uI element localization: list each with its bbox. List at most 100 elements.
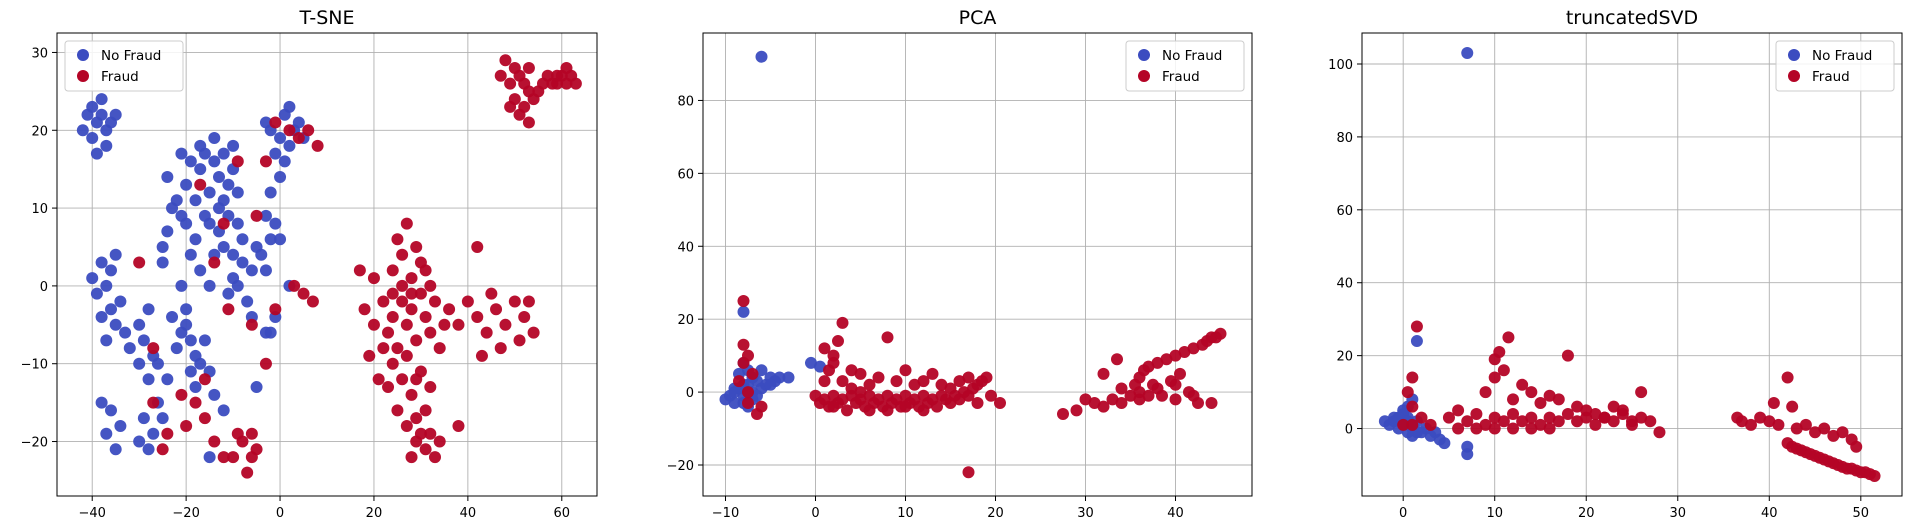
data-point (269, 303, 282, 316)
data-point (288, 279, 301, 292)
data-point (1786, 400, 1799, 413)
data-point (818, 375, 831, 388)
data-point (742, 397, 754, 410)
data-point (1070, 404, 1083, 417)
data-point (560, 62, 573, 75)
data-point (1626, 418, 1638, 431)
data-point (382, 326, 395, 339)
data-point (400, 419, 413, 432)
data-point (836, 375, 849, 388)
data-point (222, 303, 235, 316)
data-point (452, 318, 465, 331)
data-point (231, 217, 244, 230)
data-point (1187, 389, 1200, 402)
data-point (419, 311, 432, 324)
data-point (1488, 422, 1501, 435)
data-point (513, 334, 526, 347)
data-point (1111, 353, 1123, 366)
data-point (227, 139, 240, 152)
x-tick-label: 0 (1399, 506, 1407, 521)
data-point (184, 334, 197, 347)
data-point (175, 388, 188, 401)
data-point (424, 427, 437, 440)
legend-marker (77, 70, 89, 82)
data-point (90, 287, 103, 300)
y-tick-label: 20 (31, 124, 48, 139)
y-tick-label: 0 (40, 280, 48, 295)
data-point (222, 178, 235, 191)
data-point (737, 305, 750, 318)
data-point (953, 375, 966, 388)
data-point (255, 248, 268, 261)
data-point (899, 364, 912, 377)
data-point (818, 342, 831, 355)
data-point (86, 132, 99, 145)
data-point (250, 381, 263, 394)
data-point (269, 147, 282, 160)
series-fraud (133, 54, 582, 479)
data-point (161, 170, 174, 183)
data-point (386, 287, 399, 300)
data-point (95, 396, 108, 409)
data-point (863, 378, 876, 391)
data-point (203, 217, 216, 230)
y-tick-label: 80 (1336, 131, 1353, 146)
data-point (156, 443, 169, 456)
data-point (213, 170, 225, 183)
data-point (1406, 400, 1419, 413)
data-point (1571, 400, 1584, 413)
data-point (208, 155, 221, 168)
data-point (1525, 411, 1538, 424)
data-point (1772, 418, 1785, 431)
data-point (302, 124, 315, 137)
data-point (1827, 429, 1840, 442)
data-point (245, 264, 258, 277)
data-point (1410, 320, 1423, 333)
data-point (410, 240, 423, 253)
data-point (95, 93, 108, 106)
data-point (751, 389, 763, 402)
data-point (1607, 400, 1620, 413)
data-point (1493, 345, 1506, 358)
data-point (133, 256, 146, 269)
series-no-fraud (76, 93, 310, 464)
data-point (137, 334, 150, 347)
data-point (1461, 448, 1474, 461)
y-tick-label: 30 (31, 46, 48, 61)
data-point (184, 248, 197, 261)
data-point (508, 295, 521, 308)
data-point (1151, 382, 1164, 395)
data-point (1735, 415, 1748, 428)
data-point (410, 373, 423, 386)
data-point (841, 404, 853, 417)
data-point (433, 435, 446, 448)
chart-title: T-SNE (299, 7, 355, 29)
data-point (737, 294, 750, 307)
data-point (283, 139, 296, 152)
data-point (513, 108, 526, 121)
data-point (405, 272, 418, 285)
data-point (274, 233, 287, 246)
data-point (175, 147, 188, 160)
data-point (419, 443, 432, 456)
data-point (274, 132, 287, 145)
data-point (156, 240, 169, 253)
y-tick-label: −20 (21, 436, 48, 451)
data-point (1809, 426, 1822, 439)
data-point (86, 272, 99, 285)
data-point (151, 357, 164, 370)
legend-label: Fraud (1162, 69, 1200, 85)
x-tick-label: 60 (554, 506, 571, 521)
y-tick-label: −10 (21, 358, 48, 373)
data-point (746, 367, 759, 380)
x-tick-label: 0 (276, 506, 284, 521)
legend-marker (1788, 49, 1800, 61)
data-point (1818, 422, 1831, 435)
data-point (119, 326, 132, 339)
data-point (1589, 418, 1602, 431)
y-tick-label: 80 (677, 94, 694, 109)
data-point (1589, 407, 1602, 420)
data-point (353, 264, 366, 277)
data-point (264, 326, 277, 339)
data-point (114, 295, 127, 308)
